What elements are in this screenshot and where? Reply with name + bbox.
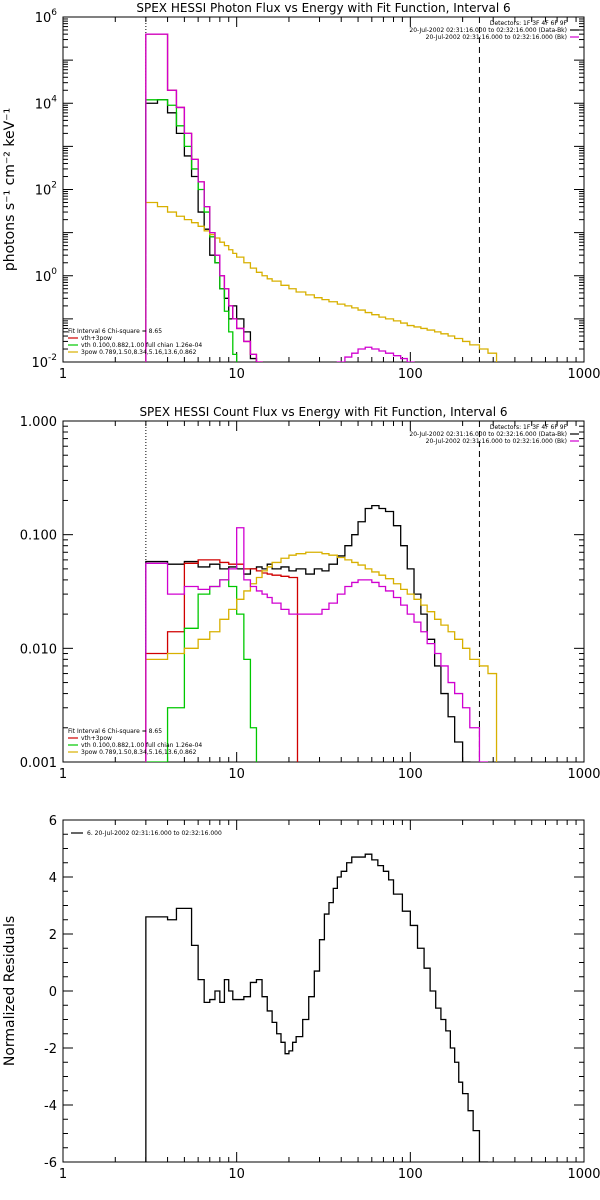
legend-entry: Fit Interval 6 Chi-square = 8.65	[68, 728, 162, 735]
y-tick-label: -2	[44, 1042, 57, 1057]
plot-frame	[62, 16, 585, 363]
x-tick-label: 1000	[567, 367, 600, 382]
y-tick-label: 6	[49, 814, 57, 829]
series-bk	[145, 33, 489, 362]
legend-entry: 6. 20-Jul-2002 02:31:16.000 to 02:32:16.…	[87, 830, 222, 837]
x-tick-label: 1	[59, 1167, 67, 1182]
x-tick-label: 100	[398, 1167, 423, 1182]
series-3pow	[145, 201, 498, 362]
x-tick-label: 100	[398, 767, 423, 782]
y-tick-label: 4	[49, 871, 57, 886]
x-tick-label: 100	[398, 367, 423, 382]
chart-panel-1: 1 10 100 1000 10-2 100 102 104 106 SPEX HESSI Pho…	[2, 1, 600, 382]
series-3pow	[145, 551, 498, 762]
chart-title: SPEX HESSI Count Flux vs Energy with Fit…	[139, 405, 507, 419]
legend-entry: 20-Jul-2002 02:31:16.000 to 02:32:16.000…	[409, 431, 567, 438]
x-tick-label: 10	[228, 1167, 245, 1182]
legend-entry: Detectors: 1F 3F 4F 6F 9F	[490, 424, 568, 431]
y-tick-label: 0.001	[20, 756, 57, 771]
x-tick-label: 1000	[567, 767, 600, 782]
legend-entry: 20-Jul-2002 02:31:16.000 to 02:32:16.000…	[426, 438, 567, 445]
y-tick-label: 102	[35, 181, 57, 199]
x-tick-label: 1	[59, 367, 67, 382]
y-tick-label: 106	[35, 8, 58, 26]
legend-entry: 20-Jul-2002 02:31:16.000 to 02:32:16.000…	[409, 27, 567, 34]
series-vth_plus_3pow	[145, 559, 299, 762]
legend-entry: Detectors: 1F 3F 4F 6F 9F	[490, 20, 568, 27]
plot-frame	[62, 819, 585, 1163]
legend-entry: vth+3pow	[81, 335, 112, 342]
chart-panel-3: 1 10 100 1000 -6 -4 -2 0 2 4 6 Normalized Residuals…	[2, 814, 600, 1182]
x-tick-label: 10	[228, 367, 245, 382]
x-tick-label: 10	[228, 767, 245, 782]
x-tick-label: 1000	[567, 1167, 600, 1182]
legend-entry: vth 0.100,0.882,1.00 full chian 1.26e-04	[81, 742, 202, 749]
y-tick-label: 0.100	[20, 529, 57, 544]
series-vth	[145, 99, 272, 362]
y-tick-label: 1.000	[20, 415, 57, 430]
series-vth_plus_3pow	[145, 33, 277, 362]
y-axis-label: photons s⁻¹ cm⁻² keV⁻¹	[2, 108, 18, 271]
legend-entry: 20-Jul-2002 02:31:16.000 to 02:32:16.000…	[426, 34, 567, 41]
legend-entry: 3pow 0.789,1.50,8.34,5.16,13.6,0.862	[81, 349, 197, 356]
series-bk	[145, 527, 488, 762]
y-tick-label: 2	[49, 928, 57, 943]
y-tick-label: 10-2	[31, 353, 57, 371]
y-tick-label: -4	[44, 1099, 57, 1114]
chart-panel-2: 1 10 100 1000 0.001 0.010 0.100 1.000 SPEX HESSI…	[20, 405, 600, 782]
x-tick-label: 1	[59, 767, 67, 782]
y-tick-label: 104	[35, 94, 58, 112]
series-vth	[145, 579, 266, 762]
y-tick-label: 0	[49, 985, 57, 1000]
legend-entry: vth+3pow	[81, 735, 112, 742]
legend-entry: 3pow 0.789,1.50,8.34,5.16,13.6,0.862	[81, 749, 197, 756]
chart-title: SPEX HESSI Photon Flux vs Energy with Fi…	[136, 1, 510, 15]
plot-frame	[62, 420, 585, 763]
y-axis-label: Normalized Residuals	[2, 916, 18, 1066]
y-tick-label: -6	[44, 1156, 57, 1171]
y-tick-label: 0.010	[20, 642, 57, 657]
y-tick-label: 100	[35, 267, 58, 285]
legend-entry: Fit Interval 6 Chi-square = 8.65	[68, 328, 162, 335]
legend-entry: vth 0.100,0.882,1.00 full chian 1.26e-04	[81, 342, 202, 349]
series-residuals	[145, 853, 488, 1162]
series-data_minus_bk	[145, 99, 489, 362]
